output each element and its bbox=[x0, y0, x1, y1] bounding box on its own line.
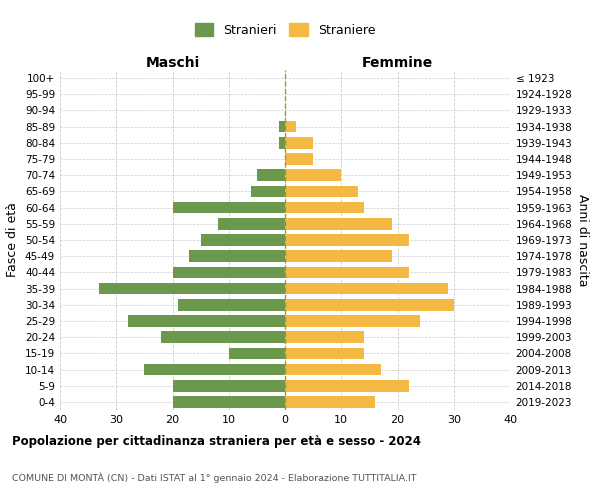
Bar bbox=[285, 364, 380, 376]
Bar bbox=[218, 218, 285, 230]
Text: Popolazione per cittadinanza straniera per età e sesso - 2024: Popolazione per cittadinanza straniera p… bbox=[12, 435, 421, 448]
Bar bbox=[285, 332, 364, 343]
Text: Maschi: Maschi bbox=[145, 56, 200, 70]
Bar bbox=[285, 202, 364, 213]
Bar bbox=[285, 234, 409, 246]
Y-axis label: Anni di nascita: Anni di nascita bbox=[576, 194, 589, 286]
Bar bbox=[285, 348, 364, 359]
Bar bbox=[257, 170, 285, 181]
Bar bbox=[100, 282, 285, 294]
Bar bbox=[285, 137, 313, 148]
Bar bbox=[285, 266, 409, 278]
Bar bbox=[190, 250, 285, 262]
Bar bbox=[285, 153, 313, 165]
Bar bbox=[285, 282, 448, 294]
Bar bbox=[285, 170, 341, 181]
Bar bbox=[178, 299, 285, 310]
Bar bbox=[285, 396, 375, 407]
Bar bbox=[173, 266, 285, 278]
Bar bbox=[173, 202, 285, 213]
Bar bbox=[161, 332, 285, 343]
Bar bbox=[285, 380, 409, 392]
Bar bbox=[280, 121, 285, 132]
Bar bbox=[173, 380, 285, 392]
Y-axis label: Fasce di età: Fasce di età bbox=[7, 202, 19, 278]
Bar bbox=[229, 348, 285, 359]
Bar bbox=[285, 299, 454, 310]
Bar bbox=[145, 364, 285, 376]
Bar bbox=[285, 315, 420, 327]
Bar bbox=[280, 137, 285, 148]
Bar bbox=[173, 396, 285, 407]
Text: Femmine: Femmine bbox=[362, 56, 433, 70]
Bar bbox=[251, 186, 285, 198]
Bar bbox=[128, 315, 285, 327]
Bar bbox=[285, 121, 296, 132]
Legend: Stranieri, Straniere: Stranieri, Straniere bbox=[190, 18, 380, 42]
Bar bbox=[285, 218, 392, 230]
Bar bbox=[200, 234, 285, 246]
Bar bbox=[285, 250, 392, 262]
Bar bbox=[285, 186, 358, 198]
Text: COMUNE DI MONTÀ (CN) - Dati ISTAT al 1° gennaio 2024 - Elaborazione TUTTITALIA.I: COMUNE DI MONTÀ (CN) - Dati ISTAT al 1° … bbox=[12, 472, 416, 483]
